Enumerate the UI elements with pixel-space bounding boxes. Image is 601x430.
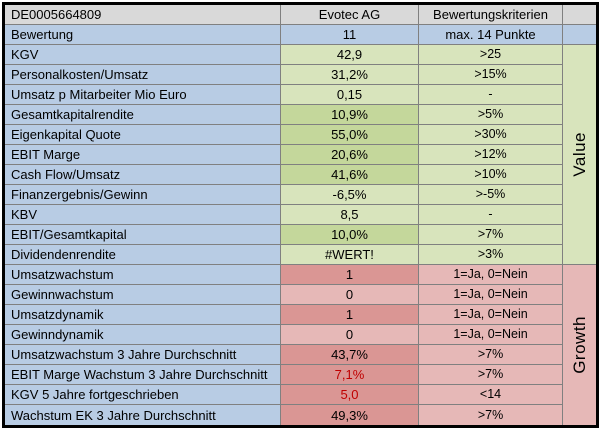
- score-value-cell[interactable]: 11: [281, 25, 419, 45]
- row-label-cell[interactable]: EBIT Marge Wachstum 3 Jahre Durchschnitt: [5, 365, 281, 385]
- row-value-cell[interactable]: -6,5%: [281, 185, 419, 205]
- row-label-cell[interactable]: Umsatzwachstum: [5, 265, 281, 285]
- row-value-cell[interactable]: 0: [281, 285, 419, 305]
- score-tag-cell[interactable]: [563, 25, 596, 45]
- row-label-cell[interactable]: Gewinnwachstum: [5, 285, 281, 305]
- row-value-cell[interactable]: 1: [281, 265, 419, 285]
- row-value-cell[interactable]: 1: [281, 305, 419, 325]
- row-criteria-cell[interactable]: >7%: [419, 225, 563, 245]
- row-criteria-cell[interactable]: >25: [419, 45, 563, 65]
- row-label-cell[interactable]: Umsatzdynamik: [5, 305, 281, 325]
- row-label-cell[interactable]: EBIT/Gesamtkapital: [5, 225, 281, 245]
- row-label-cell[interactable]: Gewinndynamik: [5, 325, 281, 345]
- row-criteria-cell[interactable]: 1=Ja, 0=Nein: [419, 265, 563, 285]
- row-value-cell[interactable]: 0,15: [281, 85, 419, 105]
- row-value-cell[interactable]: 20,6%: [281, 145, 419, 165]
- value-section-tag[interactable]: Value: [563, 45, 596, 265]
- row-value-cell[interactable]: 8,5: [281, 205, 419, 225]
- row-criteria-cell[interactable]: -: [419, 205, 563, 225]
- row-label-cell[interactable]: Finanzergebnis/Gewinn: [5, 185, 281, 205]
- row-criteria-cell[interactable]: -: [419, 85, 563, 105]
- row-value-cell[interactable]: 0: [281, 325, 419, 345]
- row-criteria-cell[interactable]: >7%: [419, 365, 563, 385]
- row-value-cell[interactable]: 55,0%: [281, 125, 419, 145]
- row-value-cell[interactable]: 7,1%: [281, 365, 419, 385]
- row-label-cell[interactable]: Umsatzwachstum 3 Jahre Durchschnitt: [5, 345, 281, 365]
- row-criteria-cell[interactable]: 1=Ja, 0=Nein: [419, 305, 563, 325]
- row-criteria-cell[interactable]: >12%: [419, 145, 563, 165]
- score-max-cell[interactable]: max. 14 Punkte: [419, 25, 563, 45]
- row-label-cell[interactable]: Personalkosten/Umsatz: [5, 65, 281, 85]
- row-value-cell[interactable]: 5,0: [281, 385, 419, 405]
- row-criteria-cell[interactable]: >10%: [419, 165, 563, 185]
- row-criteria-cell[interactable]: >30%: [419, 125, 563, 145]
- row-label-cell[interactable]: Gesamtkapitalrendite: [5, 105, 281, 125]
- isin-cell[interactable]: DE0005664809: [5, 5, 281, 25]
- row-label-cell[interactable]: Umsatz p Mitarbeiter Mio Euro: [5, 85, 281, 105]
- row-value-cell[interactable]: 49,3%: [281, 405, 419, 425]
- growth-section-label: Growth: [570, 316, 589, 374]
- row-criteria-cell[interactable]: <14: [419, 385, 563, 405]
- row-criteria-cell[interactable]: >5%: [419, 105, 563, 125]
- row-value-cell[interactable]: 31,2%: [281, 65, 419, 85]
- row-label-cell[interactable]: KBV: [5, 205, 281, 225]
- row-label-cell[interactable]: EBIT Marge: [5, 145, 281, 165]
- criteria-header-cell[interactable]: Bewertungskriterien: [419, 5, 563, 25]
- row-criteria-cell[interactable]: >3%: [419, 245, 563, 265]
- growth-section-tag[interactable]: Growth: [563, 265, 596, 425]
- row-value-cell[interactable]: 10,9%: [281, 105, 419, 125]
- row-label-cell[interactable]: Dividendenrendite: [5, 245, 281, 265]
- row-criteria-cell[interactable]: >7%: [419, 405, 563, 425]
- row-value-cell[interactable]: 41,6%: [281, 165, 419, 185]
- row-value-cell[interactable]: 10,0%: [281, 225, 419, 245]
- header-tag-cell[interactable]: [563, 5, 596, 25]
- row-label-cell[interactable]: KGV: [5, 45, 281, 65]
- company-name-cell[interactable]: Evotec AG: [281, 5, 419, 25]
- row-value-cell[interactable]: 43,7%: [281, 345, 419, 365]
- row-criteria-cell[interactable]: >7%: [419, 345, 563, 365]
- score-label-cell[interactable]: Bewertung: [5, 25, 281, 45]
- row-value-cell[interactable]: 42,9: [281, 45, 419, 65]
- row-label-cell[interactable]: KGV 5 Jahre fortgeschrieben: [5, 385, 281, 405]
- row-label-cell[interactable]: Wachstum EK 3 Jahre Durchschnitt: [5, 405, 281, 425]
- row-criteria-cell[interactable]: 1=Ja, 0=Nein: [419, 285, 563, 305]
- row-criteria-cell[interactable]: >-5%: [419, 185, 563, 205]
- value-section-label: Value: [570, 132, 589, 177]
- row-criteria-cell[interactable]: 1=Ja, 0=Nein: [419, 325, 563, 345]
- row-criteria-cell[interactable]: >15%: [419, 65, 563, 85]
- row-label-cell[interactable]: Eigenkapital Quote: [5, 125, 281, 145]
- row-value-cell[interactable]: #WERT!: [281, 245, 419, 265]
- row-label-cell[interactable]: Cash Flow/Umsatz: [5, 165, 281, 185]
